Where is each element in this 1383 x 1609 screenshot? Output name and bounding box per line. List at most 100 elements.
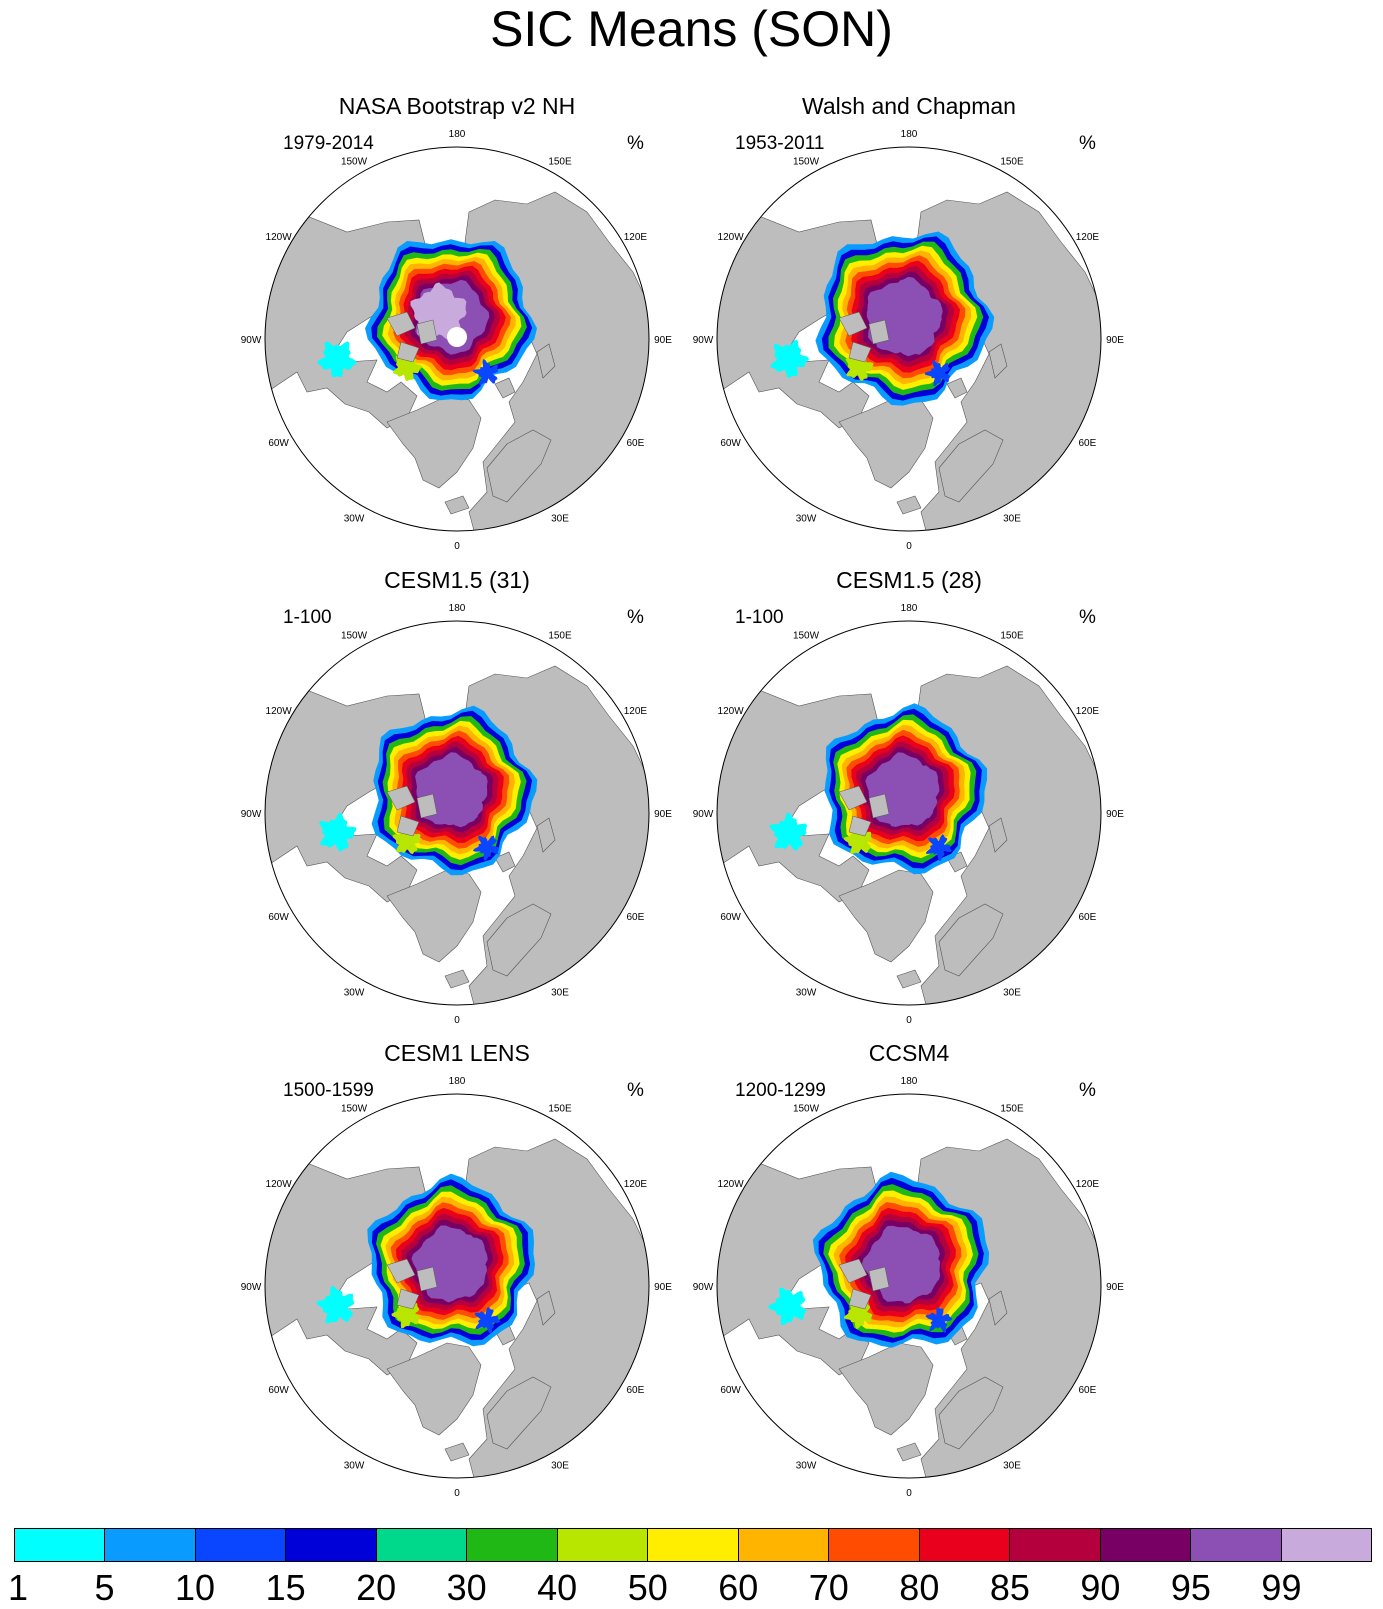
figure-title: SIC Means (SON) (490, 1, 893, 57)
land-mass (486, 903, 552, 977)
colorbar-box (376, 1529, 468, 1561)
ice-margin (319, 812, 357, 852)
longitude-label: 90E (654, 335, 672, 346)
longitude-label: 90W (693, 809, 714, 820)
longitude-label: 30W (796, 1460, 817, 1471)
colorbar-label: 40 (537, 1567, 578, 1608)
longitude-label: 30E (1003, 1460, 1021, 1471)
longitude-label: 180 (449, 1076, 466, 1087)
longitude-label: 120W (266, 706, 293, 717)
land-mass (494, 377, 516, 399)
island (838, 311, 868, 337)
panel-unit: % (627, 607, 644, 628)
longitude-label: 120E (624, 1179, 648, 1190)
ice-margin (769, 812, 808, 851)
ice-margin (924, 360, 951, 386)
island (386, 311, 416, 337)
island (838, 785, 868, 811)
colorbar-label: 60 (718, 1567, 759, 1608)
longitude-label: 60E (627, 1385, 645, 1396)
land-mass (838, 869, 934, 963)
panel-title: CESM1.5 (28) (836, 567, 982, 593)
ice-margin (926, 834, 952, 861)
panel-period: 1200-1299 (735, 1080, 826, 1101)
colorbar-box (286, 1529, 377, 1561)
longitude-label: 90W (241, 335, 262, 346)
ice-margin (317, 341, 357, 378)
panel-title: NASA Bootstrap v2 NH (338, 93, 576, 119)
land-mass (444, 495, 470, 515)
longitude-label: 120E (1076, 1179, 1100, 1190)
island (848, 1288, 872, 1310)
longitude-label: 180 (449, 129, 466, 140)
longitude-label: 150E (1000, 1104, 1024, 1115)
map-boundary (716, 1093, 1102, 1479)
land-mass (386, 1342, 482, 1436)
longitude-label: 120E (624, 232, 648, 243)
longitude-label: 30E (551, 1460, 569, 1471)
land-mass (938, 903, 1004, 977)
map-boundary (264, 1093, 650, 1479)
panel-period: 1500-1599 (283, 1080, 374, 1101)
longitude-label: 90W (693, 1282, 714, 1293)
ice-margin (392, 825, 421, 855)
land-mass (896, 969, 922, 989)
colorbar-box (919, 1529, 1011, 1561)
colorbar-label: 50 (627, 1567, 668, 1608)
longitude-label: 150W (793, 1104, 820, 1115)
ice-margin (474, 1307, 501, 1334)
polar-map: 180 150E 120E 90E 60E 30E 0 30W 60W 90W 120W 150W (241, 1076, 673, 1499)
longitude-label: 120W (718, 232, 745, 243)
longitude-label: 120W (718, 1179, 745, 1190)
polar-map: 180 150E 120E 90E 60E 30E 0 30W 60W 90W 120W 150W (693, 129, 1125, 552)
longitude-label: 150E (548, 1104, 572, 1115)
colorbar-box (557, 1529, 649, 1561)
colorbar-label: 85 (989, 1567, 1030, 1608)
island (386, 785, 416, 811)
longitude-label: 30E (551, 987, 569, 998)
panel-unit: % (627, 1080, 644, 1101)
longitude-label: 120W (266, 232, 293, 243)
colorbar-box (1191, 1529, 1282, 1561)
panel-unit: % (1079, 607, 1096, 628)
longitude-label: 30E (551, 513, 569, 524)
longitude-label: 60W (720, 912, 741, 923)
colorbar-label: 80 (899, 1567, 940, 1608)
land-mass (486, 1376, 552, 1450)
longitude-label: 90W (693, 335, 714, 346)
land-mass (988, 343, 1008, 379)
longitude-label: 0 (906, 1015, 912, 1026)
colorbar-label: 30 (446, 1567, 487, 1608)
land-mass (988, 1290, 1008, 1326)
colorbar-label: 70 (808, 1567, 849, 1608)
map-panel: CESM1.5 (31) 1-100% 180 150E 120E 90E 60E 30E 0 3… (237, 566, 677, 1026)
colorbar-label: 5 (94, 1567, 115, 1608)
longitude-label: 60E (1079, 912, 1097, 923)
map-boundary (264, 146, 650, 532)
colorbar-labels: 1 5 10 15 20 30 40 50 60 70 80 85 90 95 99 (0, 1568, 1383, 1609)
longitude-label: 150E (1000, 631, 1024, 642)
panel-unit: % (1079, 133, 1096, 154)
longitude-label: 30E (1003, 987, 1021, 998)
island (396, 815, 420, 837)
island (396, 1288, 420, 1310)
island (386, 1258, 416, 1284)
longitude-label: 60W (720, 438, 741, 449)
colorbar-box (648, 1529, 739, 1561)
island (416, 793, 438, 819)
longitude-label: 30W (344, 987, 365, 998)
panel-title: CCSM4 (868, 1040, 950, 1066)
longitude-label: 90E (1106, 809, 1124, 820)
longitude-label: 60E (627, 912, 645, 923)
land-mass (536, 343, 556, 379)
map-boundary (264, 620, 650, 1006)
polar-map: 180 150E 120E 90E 60E 30E 0 30W 60W 90W 120W 150W (693, 603, 1125, 1026)
colorbar-box (829, 1529, 920, 1561)
island (396, 341, 420, 363)
land-mass (386, 869, 482, 963)
longitude-label: 150W (793, 157, 820, 168)
longitude-label: 120W (266, 1179, 293, 1190)
map-boundary (716, 146, 1102, 532)
panel-period: 1-100 (283, 607, 332, 628)
land-mass (536, 817, 556, 853)
